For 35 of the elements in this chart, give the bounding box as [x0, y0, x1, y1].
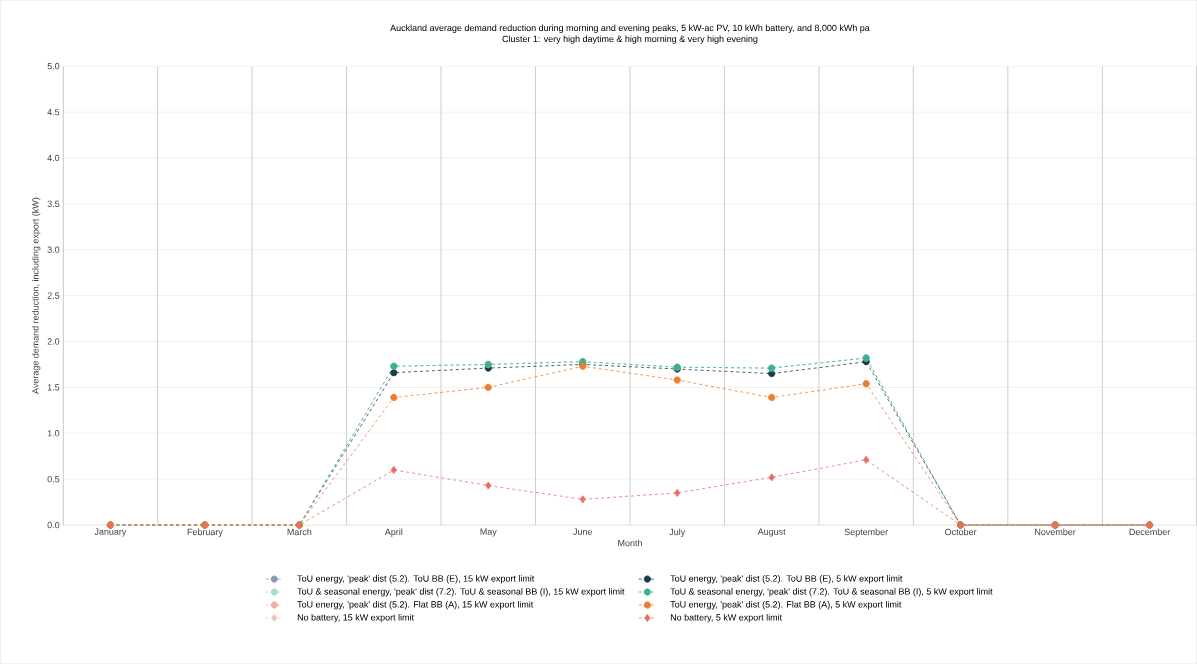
y-axis-title: Average demand reduction, including export (kW) — [32, 197, 41, 394]
x-axis-title: Month — [618, 539, 642, 547]
y-tick-label: 0.0 — [47, 521, 60, 529]
y-tick-label: 3.0 — [47, 246, 60, 253]
x-tick-label: November — [1035, 528, 1076, 536]
legend-label: ToU energy, 'peak' dist (5.2). Flat BB (A), 15 kW export limit — [297, 600, 534, 610]
y-tick-label: 1.0 — [47, 430, 60, 437]
y-tick-label: 4.5 — [47, 108, 60, 116]
legend-label: ToU & seasonal energy, 'peak' dist (7.2). ToU & seasonal BB (I), 15 kW export limit — [297, 587, 625, 597]
legend-label: No battery, 15 kW export limit — [297, 613, 414, 623]
x-tick-label: January — [94, 528, 127, 537]
x-tick-label: April — [384, 528, 403, 537]
x-tick-label: August — [757, 528, 786, 537]
chart-title: Auckland average demand reduction during morning and evening peaks, 5 kW-ac PV, 10 kWh battery, and 8,000 kWh pa — [390, 24, 870, 33]
y-tick-label: 0.5 — [47, 475, 60, 483]
chart-subtitle: Cluster 1: very high daytime & high morning & very high evening — [502, 35, 758, 44]
x-tick-label: December — [1129, 528, 1171, 536]
y-tick-label: 2.5 — [47, 292, 60, 299]
y-tick-label: 5.0 — [47, 62, 60, 70]
y-tick-label: 2.0 — [47, 338, 60, 345]
x-tick-label: July — [669, 528, 686, 537]
y-tick-label: 4.0 — [47, 154, 60, 162]
legend-label: ToU energy, 'peak' dist (5.2). ToU BB (E), 5 kW export limit — [670, 575, 903, 584]
legend-label: ToU energy, 'peak' dist (5.2). Flat BB (A), 5 kW export limit — [670, 600, 902, 610]
x-tick-label: June — [573, 528, 593, 535]
legend-label: No battery, 5 kW export limit — [670, 613, 783, 623]
x-tick-label: October — [945, 528, 977, 536]
x-tick-label: September — [844, 528, 888, 537]
x-tick-label: March — [287, 528, 312, 536]
y-tick-label: 1.5 — [47, 384, 60, 391]
legend-label: ToU & seasonal energy, 'peak' dist (7.2). ToU & seasonal BB (I), 5 kW export limit — [670, 587, 993, 597]
x-tick-label: May — [480, 528, 497, 537]
y-tick-label: 3.5 — [47, 200, 60, 207]
legend-label: ToU energy, 'peak' dist (5.2). ToU BB (E), 15 kW export limit — [297, 575, 535, 584]
x-tick-label: February — [187, 528, 223, 537]
